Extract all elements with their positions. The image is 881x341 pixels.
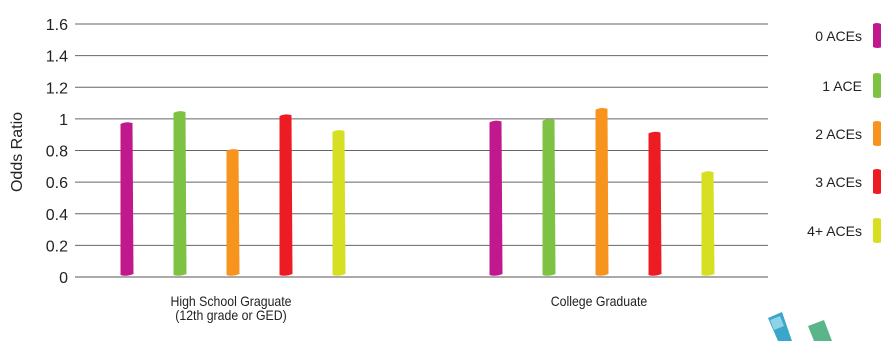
y-tick-label: 0.8: [46, 144, 68, 161]
bar: [648, 131, 662, 276]
y-tick-label: 1.6: [46, 17, 68, 34]
y-axis-label: Odds Ratio: [9, 112, 26, 192]
legend-label: 1 ACE: [822, 78, 862, 94]
legend-swatch: [873, 23, 881, 48]
legend-swatch: [873, 73, 881, 98]
bar: [595, 108, 609, 276]
y-tick-label: 1.2: [46, 80, 68, 97]
legend-swatch: [873, 121, 881, 146]
bar: [701, 171, 715, 276]
category-label: College Graduate: [551, 293, 647, 309]
bar: [489, 120, 503, 276]
y-tick-label: 0.4: [46, 207, 68, 224]
legend-label: 0 ACEs: [815, 28, 862, 44]
bar: [332, 130, 346, 276]
bar: [226, 149, 240, 276]
crayon-illustration: [768, 312, 832, 341]
bar: [279, 114, 293, 276]
bars: [120, 108, 715, 276]
category-labels: High School Graguate(12th grade or GED) C…: [170, 293, 647, 323]
category-label: (12th grade or GED): [175, 307, 286, 323]
legend-label: 4+ ACEs: [807, 223, 862, 239]
gridlines: [75, 23, 768, 278]
legend-swatch: [873, 218, 881, 243]
y-tick-label: 0.6: [46, 175, 68, 192]
bar: [120, 122, 134, 276]
legend-label: 2 ACEs: [815, 126, 862, 142]
legend: 0 ACEs 1 ACE 2 ACEs 3 ACEs 4+ ACEs: [807, 23, 881, 243]
y-tick-label: 1: [59, 112, 68, 129]
category-label: High School Graguate: [170, 293, 291, 309]
y-tick-label: 0.2: [46, 238, 68, 255]
y-tick-label: 1.4: [46, 49, 68, 66]
bar: [542, 119, 556, 276]
legend-label: 3 ACEs: [815, 174, 862, 190]
y-axis-ticks: 0 0.2 0.4 0.6 0.8 1 1.2 1.4 1.6: [46, 17, 68, 287]
y-tick-label: 0: [59, 270, 68, 287]
legend-swatch: [873, 169, 881, 194]
bar: [173, 111, 187, 276]
